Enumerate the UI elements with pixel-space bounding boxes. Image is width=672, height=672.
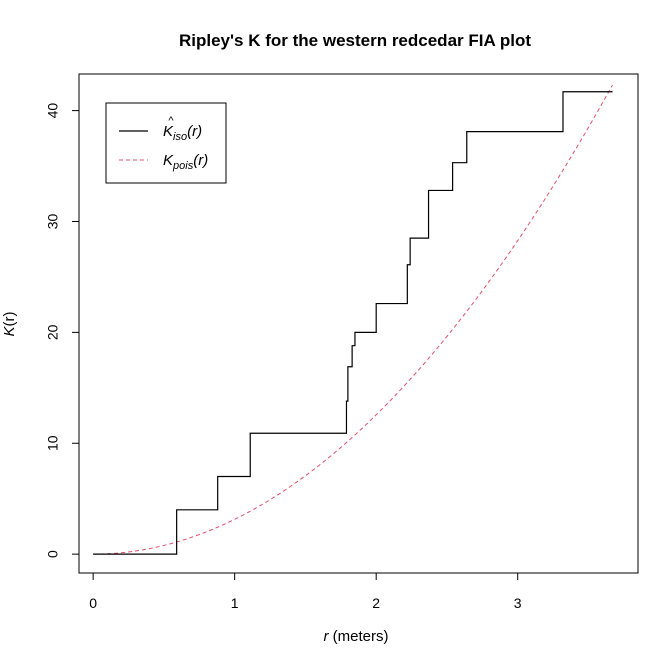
legend-kiso-sub: iso: [173, 131, 187, 143]
x-tick-label: 0: [89, 595, 97, 611]
legend-label-kpois: Kpois(r): [163, 152, 208, 172]
x-axis: 0 1 2 3: [89, 572, 522, 611]
series-line-kpois: [93, 84, 613, 555]
legend-label-kiso: Kiso(r): [163, 123, 202, 143]
x-tick-label: 3: [514, 595, 522, 611]
series-line-kiso: [93, 91, 613, 555]
y-tick-label: 10: [45, 435, 61, 451]
y-axis-label: K(r): [1, 311, 18, 336]
x-tick-label: 1: [231, 595, 239, 611]
x-tick-label: 2: [372, 595, 380, 611]
legend-kpois-main: K: [163, 152, 174, 169]
x-axis-label-var: r: [324, 628, 330, 645]
legend-kpois-sub: pois: [172, 160, 194, 172]
y-tick-label: 20: [45, 324, 61, 340]
y-axis-label-main: K: [1, 326, 18, 337]
legend-kiso-main: K: [163, 123, 174, 140]
y-axis: 0 10 20 30 40: [45, 103, 80, 558]
x-axis-label: r (meters): [324, 628, 389, 645]
legend-box: [105, 102, 227, 184]
chart-title: Ripley's K for the western redcedar FIA …: [179, 31, 531, 50]
legend-kiso-arg: (r): [187, 123, 202, 140]
x-axis-label-unit: (meters): [329, 628, 389, 645]
y-axis-label-arg: (r): [1, 311, 18, 326]
y-tick-label: 40: [45, 103, 61, 119]
legend: Kiso(r) ^ Kpois(r): [105, 102, 227, 184]
y-tick-label: 0: [45, 550, 61, 558]
legend-kiso-hat: ^: [168, 115, 174, 127]
y-tick-label: 30: [45, 213, 61, 229]
legend-kpois-arg: (r): [193, 152, 208, 169]
